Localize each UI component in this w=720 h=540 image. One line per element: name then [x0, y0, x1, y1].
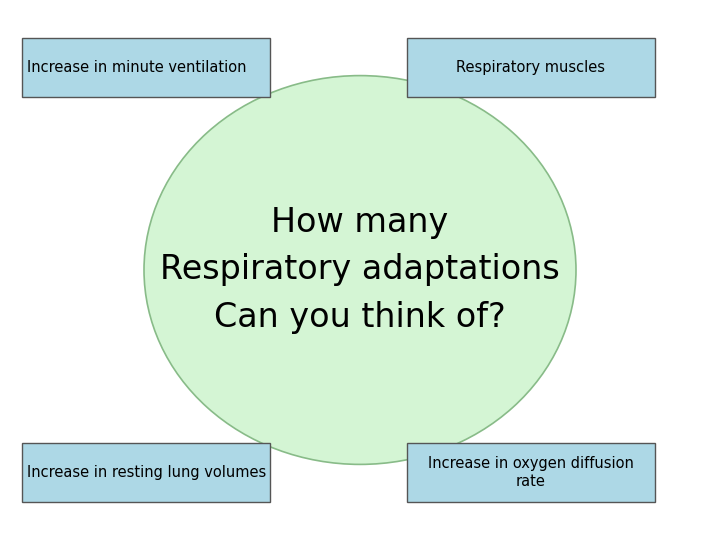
Text: How many
Respiratory adaptations
Can you think of?: How many Respiratory adaptations Can you… [160, 206, 560, 334]
Ellipse shape [144, 76, 576, 464]
FancyBboxPatch shape [22, 443, 270, 502]
FancyBboxPatch shape [22, 38, 270, 97]
FancyBboxPatch shape [407, 38, 655, 97]
FancyBboxPatch shape [407, 443, 655, 502]
Text: Respiratory muscles: Respiratory muscles [456, 60, 606, 75]
Text: Increase in resting lung volumes: Increase in resting lung volumes [27, 465, 266, 480]
Text: Increase in oxygen diffusion
rate: Increase in oxygen diffusion rate [428, 456, 634, 489]
Text: Increase in minute ventilation: Increase in minute ventilation [27, 60, 247, 75]
